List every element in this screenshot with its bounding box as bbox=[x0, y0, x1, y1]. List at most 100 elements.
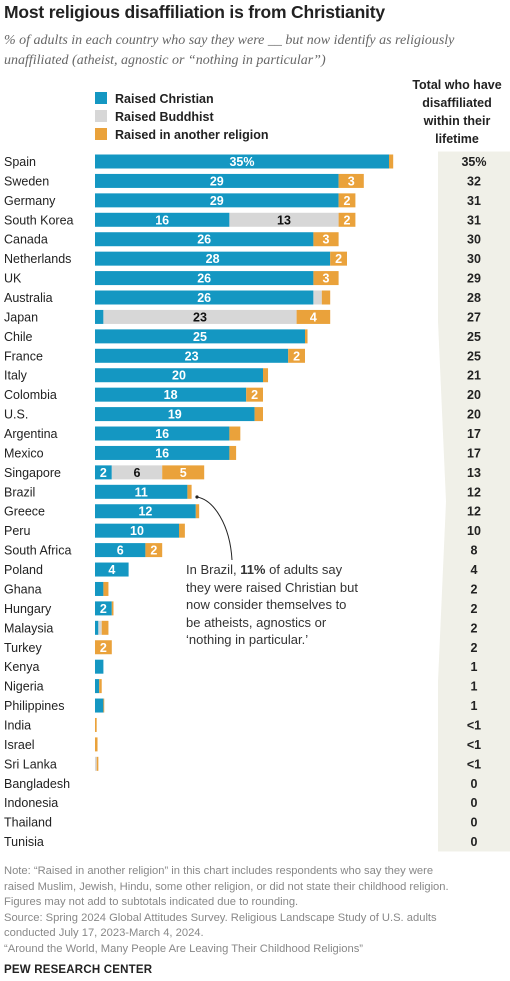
bar-value-label: 2 bbox=[335, 252, 342, 266]
country-label: Colombia bbox=[4, 388, 57, 402]
bar-segment-christian bbox=[95, 445, 230, 460]
bar-value-label: 12 bbox=[138, 505, 152, 519]
legend-item-christian: Raised Christian bbox=[95, 92, 214, 106]
bar-segment-other bbox=[179, 523, 185, 538]
country-label: South Korea bbox=[4, 213, 74, 227]
footnote-line: raised Muslim, Jewish, Hindu, some other… bbox=[4, 880, 449, 893]
country-label: Turkey bbox=[4, 641, 42, 655]
annotation-prefix: In Brazil, bbox=[186, 562, 241, 577]
total-value: 17 bbox=[467, 427, 481, 441]
bar-segment-christian bbox=[95, 698, 104, 713]
country-label: Japan bbox=[4, 310, 38, 324]
bar-value-label: 2 bbox=[100, 641, 107, 655]
country-label: Thailand bbox=[4, 816, 52, 830]
total-header-line: disaffiliated bbox=[422, 96, 492, 110]
country-label: France bbox=[4, 349, 43, 363]
country-label: Argentina bbox=[4, 427, 58, 441]
bar-value-label: 16 bbox=[155, 446, 169, 460]
country-label: Chile bbox=[4, 330, 33, 344]
chart-subtitle: % of adults in each country who say they… bbox=[4, 33, 455, 68]
total-value: 12 bbox=[467, 505, 481, 519]
bar-segment-other bbox=[145, 543, 163, 558]
total-value: 31 bbox=[467, 213, 481, 227]
country-label: Peru bbox=[4, 524, 30, 538]
footnote-line: Note: “Raised in another religion” in th… bbox=[4, 865, 434, 877]
total-value: 30 bbox=[467, 252, 481, 266]
bar-segment-other bbox=[313, 232, 339, 247]
country-label: Poland bbox=[4, 563, 43, 577]
bar-value-label: 10 bbox=[130, 524, 144, 538]
bar-value-label: 26 bbox=[197, 291, 211, 305]
bar-segment-buddhist bbox=[95, 756, 97, 771]
bar-value-label: 2 bbox=[293, 349, 300, 363]
total-value: 4 bbox=[471, 563, 478, 577]
country-label: UK bbox=[4, 272, 22, 286]
bar-segment-christian bbox=[95, 407, 255, 422]
legend-label-buddhist: Raised Buddhist bbox=[115, 110, 214, 124]
bar-segment-other bbox=[338, 173, 364, 188]
bar-value-label: 2 bbox=[100, 602, 107, 616]
total-value: 13 bbox=[467, 466, 481, 480]
totals-band bbox=[438, 151, 510, 852]
bar-segment-other bbox=[187, 484, 192, 499]
country-label: Tunisia bbox=[4, 835, 44, 849]
legend-label-christian: Raised Christian bbox=[115, 92, 214, 106]
bar-value-label: 6 bbox=[134, 466, 141, 480]
bar-segment-other bbox=[103, 581, 109, 596]
total-value: <1 bbox=[467, 738, 481, 752]
bar-value-label: 26 bbox=[197, 233, 211, 247]
bar-segment-christian bbox=[95, 212, 230, 227]
chart-title: Most religious disaffiliation is from Ch… bbox=[4, 2, 385, 22]
total-value: 27 bbox=[467, 310, 481, 324]
bar-segment-buddhist bbox=[313, 290, 322, 305]
bar-segment-christian bbox=[95, 523, 179, 538]
bar-segment-christian bbox=[95, 581, 104, 596]
bar-segment-other bbox=[338, 212, 356, 227]
total-value: 20 bbox=[467, 408, 481, 422]
annotation-leader-dot bbox=[195, 495, 199, 499]
bar-segment-christian bbox=[95, 504, 196, 519]
legend-item-buddhist: Raised Buddhist bbox=[95, 110, 214, 124]
country-label: Spain bbox=[4, 155, 36, 169]
total-value: 30 bbox=[467, 233, 481, 247]
total-value: 25 bbox=[467, 330, 481, 344]
bar-value-label: 16 bbox=[155, 427, 169, 441]
country-label: Malaysia bbox=[4, 621, 53, 635]
bar-segment-other bbox=[103, 698, 105, 713]
bar-segment-christian bbox=[95, 290, 314, 305]
bar-value-label: 2 bbox=[100, 466, 107, 480]
bar-segment-christian bbox=[95, 562, 129, 577]
country-label: Kenya bbox=[4, 660, 39, 674]
bar-segment-other bbox=[95, 737, 98, 752]
bar-value-label: 19 bbox=[168, 408, 182, 422]
total-value: 0 bbox=[471, 835, 478, 849]
bar-segment-other bbox=[288, 348, 305, 363]
annotation-suffix: of adults say they were raised Christian… bbox=[186, 562, 358, 647]
bar-value-label: 23 bbox=[185, 349, 199, 363]
total-header-line: lifetime bbox=[435, 132, 479, 146]
bar-segment-christian bbox=[95, 601, 112, 616]
total-value: 31 bbox=[467, 194, 481, 208]
country-label: South Africa bbox=[4, 544, 71, 558]
bar-value-label: 26 bbox=[197, 272, 211, 286]
annotation-leader-line bbox=[196, 496, 233, 561]
bar-segment-buddhist bbox=[111, 465, 163, 480]
country-label: Brazil bbox=[4, 485, 35, 499]
country-label: Mexico bbox=[4, 446, 44, 460]
country-label: Greece bbox=[4, 505, 45, 519]
bar-segment-other bbox=[95, 717, 97, 732]
country-label: U.S. bbox=[4, 408, 28, 422]
source-line: conducted July 17, 2023-March 4, 2024. bbox=[4, 927, 204, 939]
legend-item-other: Raised in another religion bbox=[95, 128, 269, 142]
bar-value-label: 6 bbox=[117, 544, 124, 558]
report-title-line: “Around the World, Many People Are Leavi… bbox=[4, 942, 364, 955]
country-label: Nigeria bbox=[4, 680, 44, 694]
bar-segment-other bbox=[111, 601, 114, 616]
legend-swatch-christian bbox=[95, 92, 107, 104]
total-value: 1 bbox=[471, 699, 478, 713]
bar-value-label: 29 bbox=[210, 174, 224, 188]
total-value: 12 bbox=[467, 485, 481, 499]
bar-value-label: 20 bbox=[172, 369, 186, 383]
bar-segment-christian bbox=[95, 173, 339, 188]
bar-value-label: 5 bbox=[180, 466, 187, 480]
